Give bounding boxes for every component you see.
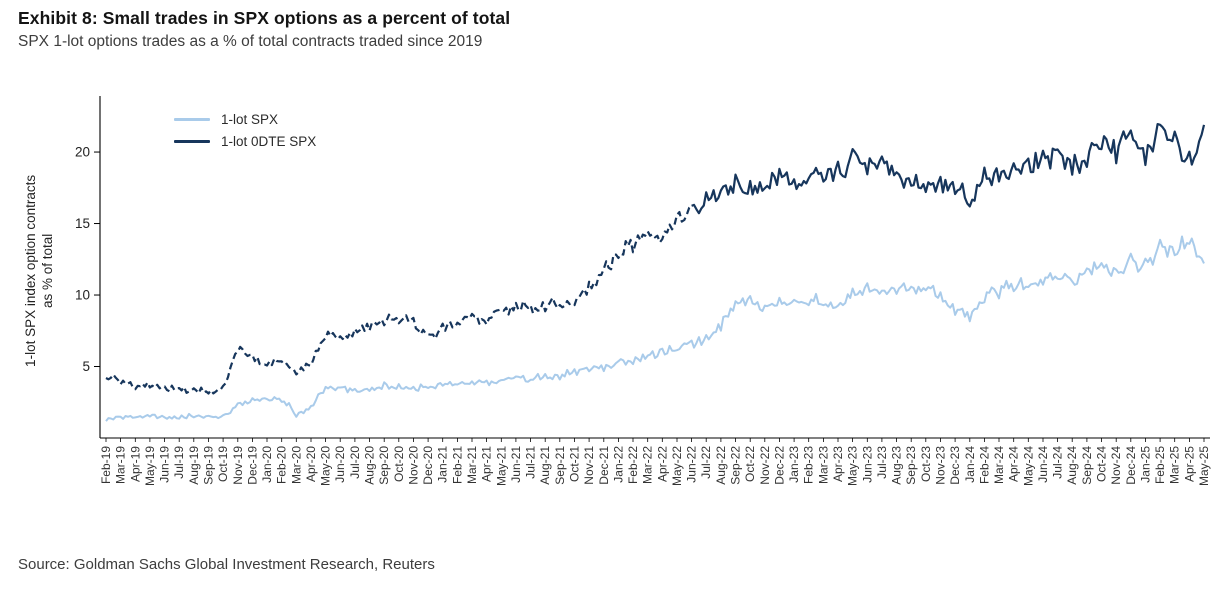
svg-text:Jun-24: Jun-24 <box>1036 446 1050 483</box>
svg-text:May-23: May-23 <box>846 446 860 486</box>
svg-text:Feb-25: Feb-25 <box>1153 446 1167 484</box>
svg-text:Mar-25: Mar-25 <box>1168 446 1182 484</box>
svg-text:Dec-22: Dec-22 <box>772 446 786 485</box>
svg-text:Aug-24: Aug-24 <box>1065 446 1079 485</box>
svg-text:Jan-23: Jan-23 <box>787 446 801 483</box>
svg-text:Mar-19: Mar-19 <box>114 446 128 484</box>
svg-text:Dec-19: Dec-19 <box>245 446 259 485</box>
svg-text:Mar-24: Mar-24 <box>992 446 1006 484</box>
svg-text:Sep-22: Sep-22 <box>729 446 743 485</box>
svg-text:May-25: May-25 <box>1197 446 1211 486</box>
svg-text:Aug-21: Aug-21 <box>538 446 552 485</box>
svg-text:Apr-23: Apr-23 <box>831 446 845 482</box>
chart-title: Exhibit 8: Small trades in SPX options a… <box>18 8 511 28</box>
legend-item-1lot-0dte-spx: 1-lot 0DTE SPX <box>174 134 316 149</box>
svg-text:Jun-22: Jun-22 <box>685 446 699 483</box>
svg-text:Jul-21: Jul-21 <box>524 446 538 479</box>
svg-text:Jul-22: Jul-22 <box>699 446 713 479</box>
svg-text:Oct-21: Oct-21 <box>568 446 582 482</box>
svg-text:Feb-20: Feb-20 <box>275 446 289 484</box>
svg-text:Mar-21: Mar-21 <box>465 446 479 484</box>
svg-text:Aug-19: Aug-19 <box>187 446 201 485</box>
svg-text:Jun-19: Jun-19 <box>158 446 172 483</box>
svg-text:Feb-19: Feb-19 <box>99 446 113 484</box>
chart: 1-lot SPX index option contracts as % of… <box>22 86 1222 531</box>
svg-text:Jul-19: Jul-19 <box>172 446 186 479</box>
svg-text:Nov-19: Nov-19 <box>231 446 245 485</box>
svg-text:Jun-21: Jun-21 <box>509 446 523 483</box>
svg-text:Sep-21: Sep-21 <box>553 446 567 485</box>
svg-text:Apr-19: Apr-19 <box>128 446 142 482</box>
svg-text:Dec-21: Dec-21 <box>597 446 611 485</box>
svg-text:Jan-25: Jan-25 <box>1138 446 1152 483</box>
svg-text:5: 5 <box>82 359 90 374</box>
svg-text:Sep-19: Sep-19 <box>202 446 216 485</box>
series-1lot-0dte-spx-solid <box>691 123 1206 215</box>
svg-text:May-19: May-19 <box>143 446 157 486</box>
legend-label-1lot-0dte-spx: 1-lot 0DTE SPX <box>221 134 317 149</box>
svg-text:Aug-22: Aug-22 <box>714 446 728 485</box>
svg-text:Apr-25: Apr-25 <box>1182 446 1196 482</box>
chart-subtitle: SPX 1-lot options trades as a % of total… <box>18 33 483 50</box>
source-note: Source: Goldman Sachs Global Investment … <box>18 556 435 573</box>
svg-text:May-21: May-21 <box>494 446 508 486</box>
svg-text:Apr-24: Apr-24 <box>1007 446 1021 482</box>
svg-text:Sep-23: Sep-23 <box>904 446 918 485</box>
svg-text:Nov-24: Nov-24 <box>1109 446 1123 485</box>
svg-text:Jan-21: Jan-21 <box>436 446 450 483</box>
series-1lot-0dte-spx-dashed <box>105 204 693 395</box>
svg-text:Jun-23: Jun-23 <box>860 446 874 483</box>
chart-legend: 1-lot SPX 1-lot 0DTE SPX <box>174 112 316 149</box>
legend-label-1lot-spx: 1-lot SPX <box>221 112 279 127</box>
legend-swatch-1lot-0dte-spx <box>174 140 210 143</box>
legend-item-1lot-spx: 1-lot SPX <box>174 112 316 127</box>
svg-text:Feb-23: Feb-23 <box>802 446 816 484</box>
svg-text:Feb-22: Feb-22 <box>626 446 640 484</box>
svg-text:Jul-24: Jul-24 <box>1051 446 1065 479</box>
svg-text:Oct-20: Oct-20 <box>392 446 406 482</box>
svg-text:Nov-23: Nov-23 <box>934 446 948 485</box>
legend-swatch-1lot-spx <box>174 118 210 121</box>
svg-text:Mar-23: Mar-23 <box>816 446 830 484</box>
svg-text:Apr-21: Apr-21 <box>480 446 494 482</box>
svg-text:Oct-19: Oct-19 <box>216 446 230 482</box>
svg-text:Mar-22: Mar-22 <box>641 446 655 484</box>
svg-text:Dec-23: Dec-23 <box>948 446 962 485</box>
svg-text:Nov-20: Nov-20 <box>406 446 420 485</box>
svg-text:Oct-24: Oct-24 <box>1095 446 1109 482</box>
svg-text:Feb-21: Feb-21 <box>450 446 464 484</box>
svg-text:Dec-20: Dec-20 <box>421 446 435 485</box>
svg-text:Aug-20: Aug-20 <box>363 446 377 485</box>
svg-text:15: 15 <box>75 216 90 231</box>
svg-text:Jan-20: Jan-20 <box>260 446 274 483</box>
svg-text:Dec-24: Dec-24 <box>1124 446 1138 485</box>
svg-text:Sep-20: Sep-20 <box>377 446 391 485</box>
svg-text:Jun-20: Jun-20 <box>333 446 347 483</box>
svg-text:Jan-22: Jan-22 <box>611 446 625 483</box>
svg-text:Jan-24: Jan-24 <box>963 446 977 483</box>
svg-text:20: 20 <box>75 145 90 160</box>
svg-text:Nov-21: Nov-21 <box>582 446 596 485</box>
svg-text:Sep-24: Sep-24 <box>1080 446 1094 485</box>
series-1lot-spx <box>105 235 1205 422</box>
svg-text:Nov-22: Nov-22 <box>758 446 772 485</box>
svg-text:May-20: May-20 <box>319 446 333 486</box>
svg-text:Oct-22: Oct-22 <box>743 446 757 482</box>
svg-text:Apr-20: Apr-20 <box>304 446 318 482</box>
svg-text:May-24: May-24 <box>1021 446 1035 486</box>
svg-text:Jul-23: Jul-23 <box>875 446 889 479</box>
svg-text:Mar-20: Mar-20 <box>289 446 303 484</box>
y-axis-label: 1-lot SPX index option contracts as % of… <box>23 174 55 367</box>
svg-text:Oct-23: Oct-23 <box>919 446 933 482</box>
svg-text:Apr-22: Apr-22 <box>655 446 669 482</box>
svg-text:May-22: May-22 <box>670 446 684 486</box>
svg-text:Aug-23: Aug-23 <box>890 446 904 485</box>
svg-text:Jul-20: Jul-20 <box>348 446 362 479</box>
svg-text:10: 10 <box>75 288 90 303</box>
svg-text:Feb-24: Feb-24 <box>977 446 991 484</box>
